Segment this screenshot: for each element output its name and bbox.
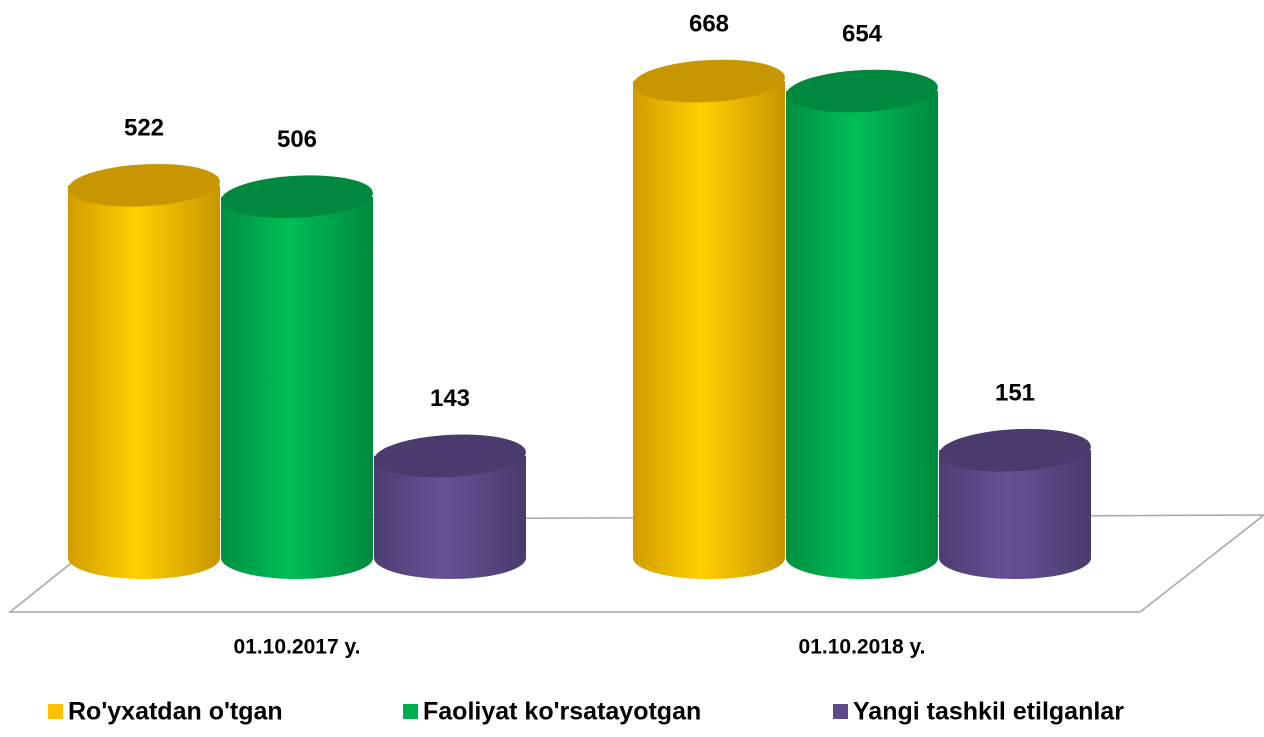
cylinder: [374, 434, 526, 579]
cylinder-top: [633, 59, 785, 103]
cylinder-body: [939, 450, 1091, 579]
cylinder-top: [374, 434, 526, 478]
cylinder: [68, 163, 220, 580]
legend-label: Yangi tashkil etilganlar: [853, 698, 1124, 726]
cylinder-top: [786, 69, 938, 113]
legend-label: Ro'yxatdan o'tgan: [68, 698, 283, 726]
cylinder: [633, 59, 785, 579]
legend-swatch: [833, 704, 848, 719]
data-label: 522: [124, 115, 164, 142]
cylinder-top: [221, 175, 373, 219]
x-tick-label: 01.10.2017 y.: [234, 636, 361, 659]
cylinder-body: [786, 91, 938, 579]
cylinder-body: [221, 196, 373, 579]
data-label: 151: [995, 380, 1035, 407]
cylinder-body: [633, 81, 785, 579]
legend-label: Faoliyat ko'rsatayotgan: [423, 698, 701, 726]
data-label: 654: [842, 20, 883, 47]
legend-swatch: [48, 704, 63, 719]
cylinder-top: [68, 163, 220, 207]
cylinder-body: [374, 455, 526, 579]
cylinder-body: [68, 185, 220, 580]
data-label: 506: [277, 126, 317, 153]
x-tick-label: 01.10.2018 y.: [799, 636, 926, 659]
cylinder: [939, 428, 1091, 579]
cylinder: [221, 175, 373, 579]
data-label: 668: [689, 10, 729, 37]
cylinder: [786, 69, 938, 579]
cylinder-top: [939, 428, 1091, 472]
data-label: 143: [430, 385, 470, 412]
legend-swatch: [403, 704, 418, 719]
